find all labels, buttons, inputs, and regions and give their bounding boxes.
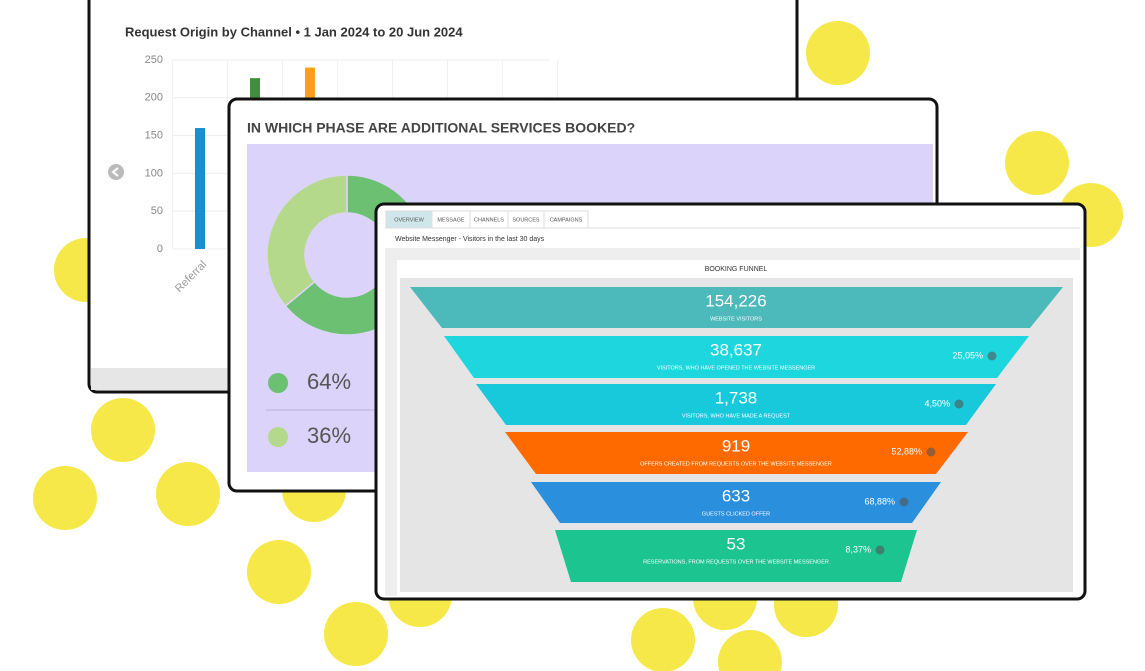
stage-label: WEBSITE VISITORS bbox=[710, 316, 762, 322]
bar bbox=[195, 128, 205, 249]
funnel-stage bbox=[531, 482, 941, 523]
y-tick-label: 250 bbox=[145, 54, 163, 66]
stage-value: 1,738 bbox=[715, 388, 758, 407]
help-icon[interactable] bbox=[926, 447, 936, 457]
stage-label: OFFERS CREATED FROM REQUESTS OVER THE WE… bbox=[640, 461, 832, 467]
funnel-title: BOOKING FUNNEL bbox=[705, 266, 768, 273]
tab[interactable] bbox=[543, 210, 589, 229]
chart-title: Request Origin by Channel • 1 Jan 2024 t… bbox=[125, 24, 463, 39]
tab-label[interactable]: CHANNELS bbox=[474, 217, 504, 223]
stage-label: VISITORS, WHO HAVE MADE A REQUEST bbox=[682, 413, 791, 419]
funnel-stage bbox=[505, 432, 968, 474]
y-tick-label: 100 bbox=[145, 167, 163, 179]
stage-value: 633 bbox=[722, 486, 750, 505]
y-tick-label: 200 bbox=[145, 92, 163, 104]
stage-rate: 52,88% bbox=[891, 446, 922, 456]
stage-rate: 4,50% bbox=[924, 398, 950, 408]
y-tick-label: 150 bbox=[145, 130, 163, 142]
y-tick-label: 50 bbox=[151, 205, 163, 217]
stage-value: 154,226 bbox=[705, 291, 766, 310]
stage-label: VISITORS, WHO HAVE OPENED THE WEBSITE ME… bbox=[657, 365, 815, 371]
stage-rate: 25,05% bbox=[952, 350, 983, 360]
funnel-stage bbox=[444, 336, 1029, 378]
messenger-panel: Website Messenger - Visitors in the last… bbox=[374, 202, 1087, 601]
legend-value: 36% bbox=[307, 423, 351, 448]
stage-label: RESERVATIONS, FROM REQUESTS OVER THE WEB… bbox=[643, 559, 829, 565]
donut-slice bbox=[266, 174, 348, 308]
prev-button[interactable] bbox=[108, 164, 124, 180]
funnel-stage bbox=[476, 384, 996, 425]
stage-value: 53 bbox=[727, 534, 746, 553]
help-icon[interactable] bbox=[954, 399, 964, 409]
stage-rate: 8,37% bbox=[845, 544, 871, 554]
stage-value: 38,637 bbox=[710, 340, 762, 359]
tab-label[interactable]: SOURCES bbox=[512, 217, 540, 223]
funnel-stage bbox=[555, 530, 917, 582]
tab-label[interactable]: CAMPAIGNS bbox=[550, 217, 583, 223]
stage-rate: 68,88% bbox=[864, 496, 895, 506]
help-icon[interactable] bbox=[987, 351, 997, 361]
panel-subtitle: Website Messenger - Visitors in the last… bbox=[395, 236, 545, 243]
stage-label: GUESTS CLICKED OFFER bbox=[702, 511, 770, 517]
help-icon[interactable] bbox=[899, 497, 909, 507]
help-icon[interactable] bbox=[875, 545, 885, 555]
tab-label[interactable]: OVERVIEW bbox=[394, 217, 424, 223]
legend-swatch bbox=[268, 427, 288, 447]
legend-value: 64% bbox=[307, 369, 351, 394]
legend-swatch bbox=[268, 373, 288, 393]
tab-label[interactable]: MESSAGE bbox=[437, 217, 465, 223]
chart-title: IN WHICH PHASE ARE ADDITIONAL SERVICES B… bbox=[247, 120, 635, 136]
stage-value: 919 bbox=[722, 436, 750, 455]
y-tick-label: 0 bbox=[157, 243, 163, 255]
funnel-stage bbox=[410, 287, 1063, 328]
